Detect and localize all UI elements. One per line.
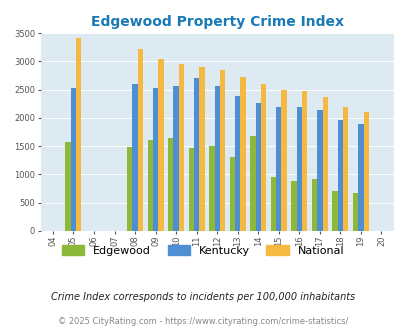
Bar <box>322 97 327 231</box>
Bar <box>249 136 255 231</box>
Bar <box>178 64 184 231</box>
Bar <box>270 177 275 231</box>
Bar <box>337 120 342 231</box>
Bar <box>316 110 322 231</box>
Bar <box>158 59 163 231</box>
Bar <box>137 50 143 231</box>
Bar <box>76 38 81 231</box>
Bar <box>311 179 316 231</box>
Bar <box>188 148 194 231</box>
Text: © 2025 CityRating.com - https://www.cityrating.com/crime-statistics/: © 2025 CityRating.com - https://www.city… <box>58 317 347 326</box>
Bar <box>70 88 76 231</box>
Title: Edgewood Property Crime Index: Edgewood Property Crime Index <box>90 15 343 29</box>
Bar <box>173 86 178 231</box>
Legend: Edgewood, Kentucky, National: Edgewood, Kentucky, National <box>57 241 348 260</box>
Bar <box>240 77 245 231</box>
Bar <box>220 70 225 231</box>
Bar <box>147 141 153 231</box>
Bar <box>168 138 173 231</box>
Bar <box>153 88 158 231</box>
Bar <box>65 142 70 231</box>
Bar <box>342 107 347 231</box>
Bar <box>199 67 204 231</box>
Bar <box>291 181 296 231</box>
Bar <box>357 123 363 231</box>
Bar <box>255 103 260 231</box>
Bar <box>209 146 214 231</box>
Bar <box>301 91 307 231</box>
Bar <box>275 107 281 231</box>
Bar <box>132 84 137 231</box>
Bar <box>234 96 240 231</box>
Bar <box>363 112 368 231</box>
Bar <box>194 78 199 231</box>
Bar <box>352 192 357 231</box>
Bar <box>332 191 337 231</box>
Bar <box>229 157 234 231</box>
Bar <box>281 89 286 231</box>
Text: Crime Index corresponds to incidents per 100,000 inhabitants: Crime Index corresponds to incidents per… <box>51 292 354 302</box>
Bar <box>214 86 220 231</box>
Bar <box>296 107 301 231</box>
Bar <box>260 84 266 231</box>
Bar <box>127 147 132 231</box>
